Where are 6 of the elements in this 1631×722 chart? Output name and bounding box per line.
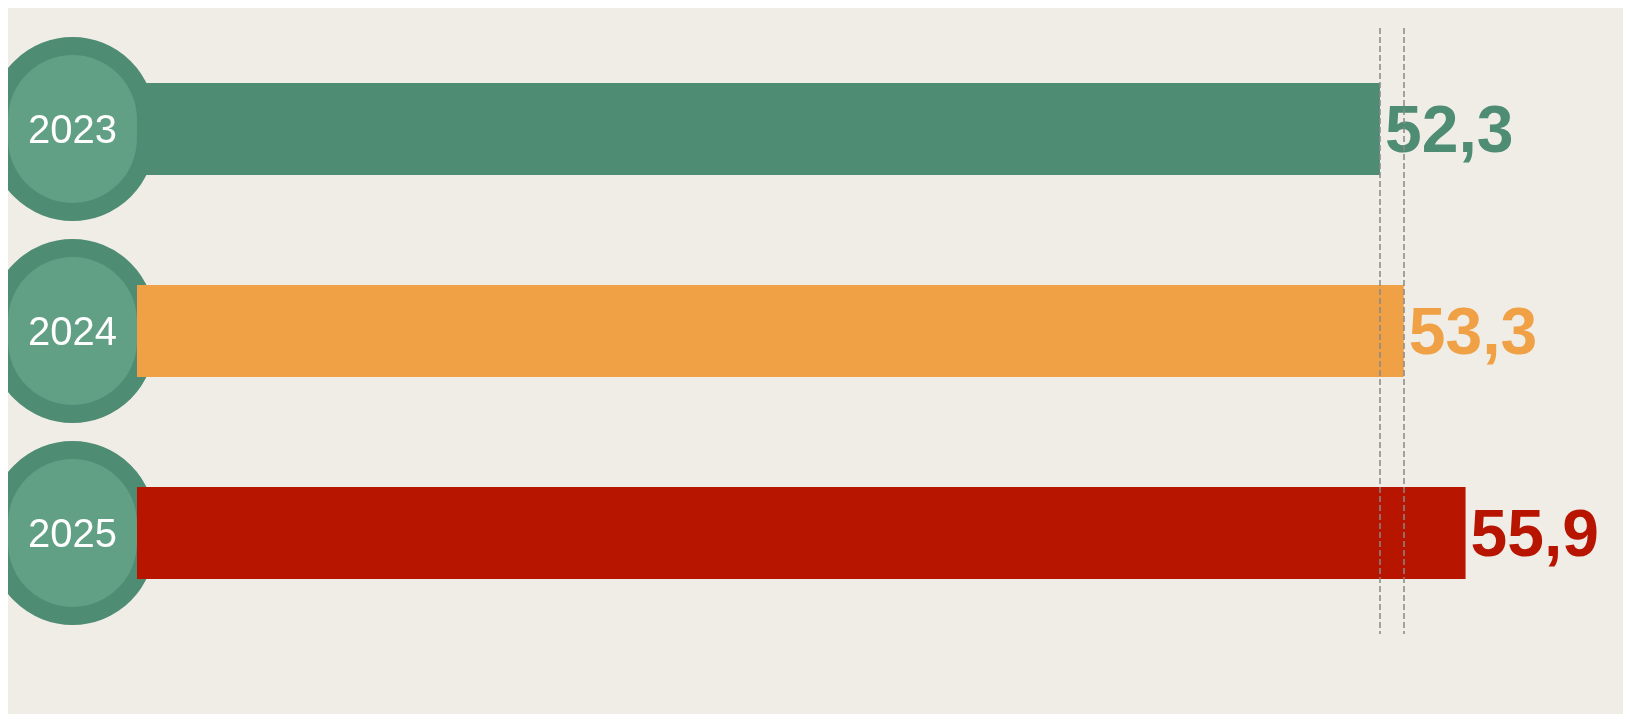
data-label: 55,9	[1470, 496, 1600, 570]
data-label: 53,3	[1408, 294, 1538, 368]
y-tick-label: 2023	[28, 107, 117, 151]
y-tick-label: 2025	[28, 511, 117, 555]
y-tick-label: 2024	[28, 309, 117, 353]
data-label: 52,3	[1384, 92, 1514, 166]
